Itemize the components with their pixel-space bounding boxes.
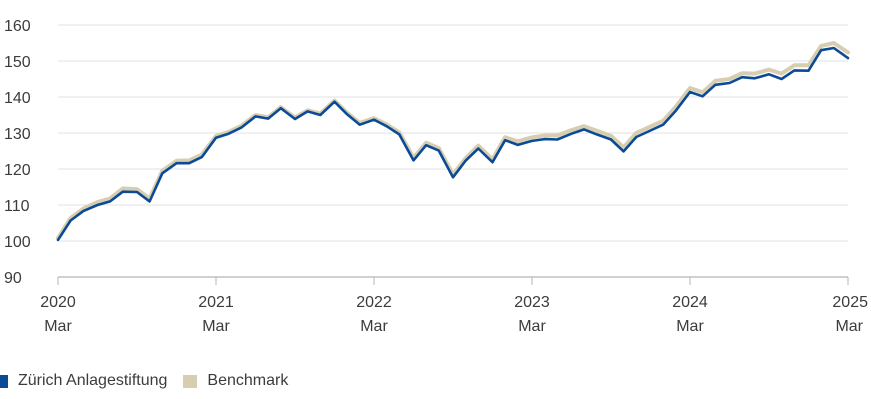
series-line-zurich xyxy=(56,46,850,242)
x-tick-year-2020: 2020 xyxy=(40,294,76,311)
legend-label-benchmark: Benchmark xyxy=(207,372,289,389)
x-tick-month-2022: Mar xyxy=(360,318,388,335)
x-tick-year-2021: 2021 xyxy=(198,294,234,311)
y-tick-label-100: 100 xyxy=(4,234,31,251)
x-tick-month-2021: Mar xyxy=(202,318,230,335)
y-tick-label-140: 140 xyxy=(4,90,31,107)
x-tick-year-2025: 2025 xyxy=(832,294,868,311)
legend: Zürich Anlagestiftung Benchmark xyxy=(0,372,304,390)
series-line-benchmark xyxy=(56,41,850,241)
x-tick-month-2020: Mar xyxy=(44,318,72,335)
y-tick-label-110: 110 xyxy=(4,198,30,215)
series-lines xyxy=(56,41,850,242)
x-tick-year-2022: 2022 xyxy=(356,294,392,311)
legend-swatch-zurich xyxy=(0,374,8,388)
x-tick-month-2023: Mar xyxy=(518,318,546,335)
legend-swatch-benchmark xyxy=(183,374,198,388)
x-tick-year-2023: 2023 xyxy=(514,294,550,311)
y-tick-label-130: 130 xyxy=(4,126,31,143)
gridlines xyxy=(58,24,848,278)
y-tick-label-90: 90 xyxy=(4,270,22,287)
y-tick-label-160: 160 xyxy=(4,18,31,35)
legend-item-benchmark: Benchmark xyxy=(183,372,288,390)
y-axis-ticks: 90 100 110 120 130 140 150 160 xyxy=(4,18,31,287)
x-tick-month-2024: Mar xyxy=(676,318,704,335)
y-tick-label-120: 120 xyxy=(4,162,31,179)
legend-label-zurich: Zürich Anlagestiftung xyxy=(18,372,168,389)
x-tick-month-2025: Mar xyxy=(835,318,863,335)
x-tick-year-2024: 2024 xyxy=(672,294,708,311)
y-tick-label-150: 150 xyxy=(4,54,31,71)
legend-item-zurich: Zürich Anlagestiftung xyxy=(0,372,167,390)
x-axis-ticks: 2020 Mar 2021 Mar 2022 Mar 2023 Mar 2024 Mar 2025 M… xyxy=(40,277,868,335)
